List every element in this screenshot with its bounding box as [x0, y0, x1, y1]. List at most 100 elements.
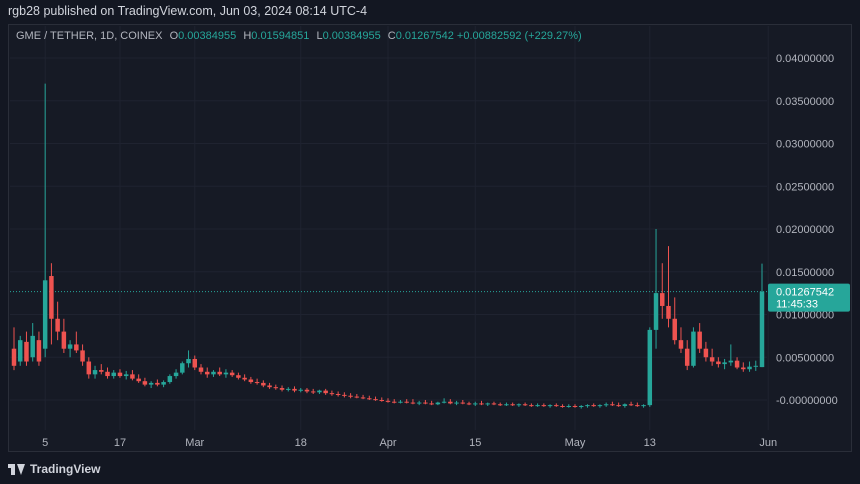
- candle[interactable]: [672, 297, 677, 345]
- candle[interactable]: [485, 402, 490, 406]
- candle[interactable]: [167, 374, 173, 384]
- candle[interactable]: [67, 340, 73, 358]
- candle[interactable]: [292, 386, 297, 393]
- candle[interactable]: [741, 362, 746, 372]
- candle[interactable]: [267, 382, 272, 389]
- candle[interactable]: [142, 377, 148, 387]
- candle[interactable]: [367, 395, 372, 400]
- candle[interactable]: [491, 401, 497, 406]
- candle[interactable]: [448, 399, 453, 405]
- candle[interactable]: [42, 83, 48, 358]
- candle[interactable]: [111, 370, 116, 379]
- candle[interactable]: [684, 340, 690, 371]
- candle[interactable]: [329, 390, 335, 396]
- candle[interactable]: [80, 344, 85, 366]
- candle[interactable]: [391, 399, 397, 404]
- candle[interactable]: [622, 403, 628, 408]
- candle[interactable]: [535, 403, 540, 407]
- candle[interactable]: [173, 369, 179, 379]
- candle[interactable]: [49, 263, 54, 345]
- candle[interactable]: [92, 365, 98, 379]
- candle[interactable]: [703, 341, 709, 362]
- candle[interactable]: [186, 350, 191, 368]
- candle[interactable]: [585, 404, 590, 408]
- candle[interactable]: [11, 327, 17, 371]
- candle[interactable]: [354, 394, 360, 399]
- candle[interactable]: [529, 403, 534, 407]
- candle[interactable]: [86, 357, 92, 379]
- candle[interactable]: [547, 404, 553, 408]
- candle[interactable]: [466, 401, 472, 406]
- candle[interactable]: [454, 400, 459, 406]
- candle[interactable]: [566, 404, 572, 408]
- candle[interactable]: [479, 400, 484, 406]
- candle[interactable]: [317, 389, 322, 395]
- candle[interactable]: [504, 402, 509, 406]
- candle[interactable]: [130, 370, 135, 381]
- candle[interactable]: [198, 364, 204, 375]
- candle[interactable]: [591, 403, 596, 407]
- candle[interactable]: [229, 370, 235, 377]
- candle[interactable]: [348, 393, 353, 399]
- candle[interactable]: [416, 400, 422, 406]
- candle[interactable]: [192, 355, 198, 371]
- candle[interactable]: [597, 404, 603, 408]
- candle[interactable]: [510, 402, 515, 406]
- candle[interactable]: [697, 323, 702, 353]
- candle[interactable]: [610, 401, 615, 406]
- candle[interactable]: [628, 401, 634, 406]
- candle[interactable]: [248, 376, 254, 384]
- candle[interactable]: [204, 367, 210, 378]
- candle[interactable]: [155, 379, 160, 387]
- candle[interactable]: [578, 405, 584, 409]
- candle[interactable]: [423, 400, 428, 405]
- candle[interactable]: [136, 374, 141, 383]
- candle[interactable]: [497, 402, 503, 406]
- candle[interactable]: [123, 370, 129, 380]
- candle[interactable]: [441, 398, 447, 404]
- candle[interactable]: [298, 388, 303, 393]
- candle[interactable]: [572, 404, 578, 408]
- candle[interactable]: [30, 323, 35, 362]
- candle[interactable]: [460, 400, 466, 405]
- candle[interactable]: [603, 402, 609, 407]
- candle[interactable]: [753, 360, 759, 371]
- candle[interactable]: [373, 396, 378, 401]
- candle[interactable]: [117, 369, 123, 378]
- candle[interactable]: [273, 384, 279, 390]
- candle[interactable]: [74, 331, 79, 353]
- candle[interactable]: [236, 372, 241, 380]
- chart-panel[interactable]: [8, 24, 852, 452]
- candle[interactable]: [560, 404, 565, 408]
- legend-symbol[interactable]: GME / TETHER, 1D, COINEX: [16, 30, 163, 42]
- candle[interactable]: [286, 387, 291, 392]
- candle[interactable]: [516, 403, 522, 407]
- candle[interactable]: [759, 263, 765, 368]
- candle[interactable]: [217, 367, 222, 377]
- candle[interactable]: [647, 327, 653, 407]
- candle[interactable]: [254, 378, 260, 385]
- candle[interactable]: [385, 398, 391, 403]
- candle[interactable]: [747, 361, 752, 372]
- candle[interactable]: [342, 392, 347, 398]
- candle[interactable]: [635, 402, 640, 407]
- candle[interactable]: [410, 399, 416, 405]
- candle[interactable]: [398, 400, 403, 404]
- candle[interactable]: [17, 335, 23, 366]
- candle[interactable]: [716, 357, 721, 368]
- candle[interactable]: [691, 327, 696, 368]
- candle[interactable]: [99, 364, 104, 375]
- candle[interactable]: [105, 367, 110, 379]
- candle[interactable]: [709, 348, 715, 366]
- candle[interactable]: [404, 399, 409, 404]
- candle[interactable]: [323, 388, 328, 395]
- candle[interactable]: [335, 391, 341, 397]
- candle[interactable]: [379, 397, 385, 402]
- candle[interactable]: [429, 400, 434, 406]
- candle[interactable]: [148, 381, 154, 389]
- candle[interactable]: [61, 318, 67, 353]
- candle[interactable]: [279, 385, 285, 392]
- candle[interactable]: [616, 402, 621, 407]
- candle[interactable]: [653, 229, 659, 349]
